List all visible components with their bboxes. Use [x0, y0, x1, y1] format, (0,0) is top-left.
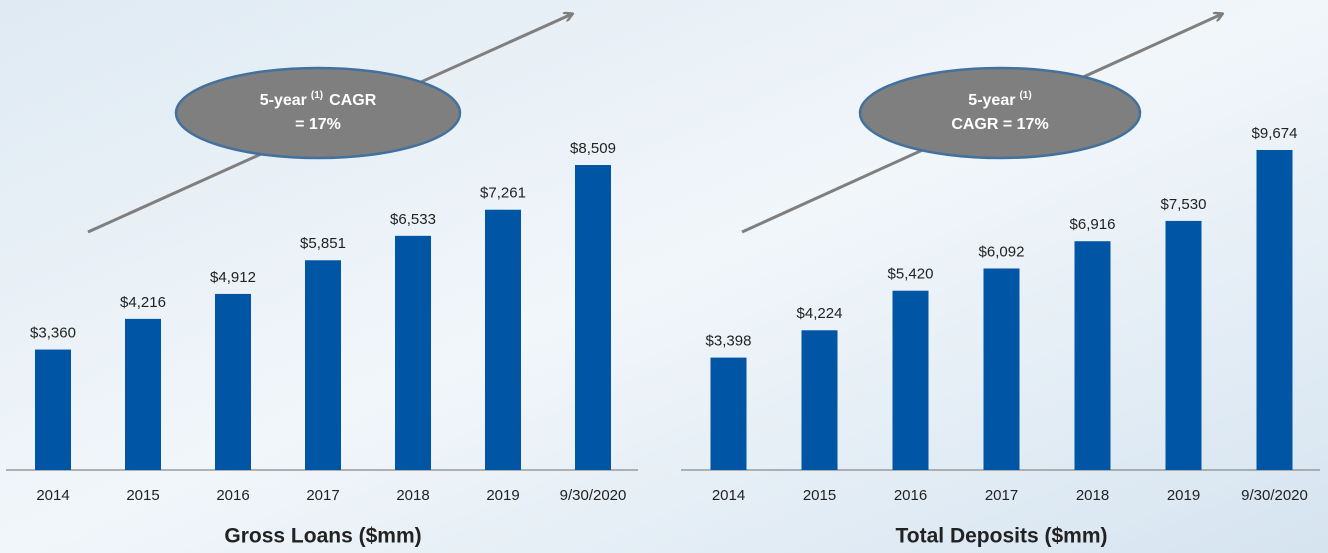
bar — [801, 330, 838, 470]
data-label: $3,360 — [30, 325, 76, 342]
annotation-text: 5-year (1) CAGR — [260, 90, 377, 110]
bar — [395, 235, 431, 470]
x-tick-label: 9/30/2020 — [1241, 487, 1308, 504]
x-tick-label: 2015 — [126, 487, 159, 504]
annotation-text: 5-year (1) — [968, 90, 1031, 110]
annotation-segment: 5-year — [968, 92, 1015, 109]
x-tick-label: 2016 — [216, 487, 249, 504]
bar — [125, 318, 161, 470]
data-label: $4,216 — [120, 294, 166, 311]
bar — [1165, 220, 1202, 470]
x-tick-label: 2014 — [712, 487, 745, 504]
annotation-text: CAGR = 17% — [951, 116, 1048, 133]
annotation-segment: CAGR = 17% — [951, 116, 1048, 133]
data-label: $7,261 — [480, 185, 526, 202]
footnote-marker: (1) — [1019, 90, 1031, 101]
bar — [1256, 150, 1293, 470]
x-tick-label: 2017 — [306, 487, 339, 504]
annotation-segment: 5-year — [260, 92, 307, 109]
data-label: $5,851 — [300, 235, 346, 252]
data-label: $6,092 — [979, 243, 1025, 260]
data-label: $5,420 — [888, 266, 934, 283]
x-tick-label: 2014 — [36, 487, 69, 504]
annotation-bubble — [858, 66, 1142, 160]
x-tick-label: 2018 — [1076, 487, 1109, 504]
bar — [892, 290, 929, 470]
data-label: $6,916 — [1070, 216, 1116, 233]
bar — [575, 165, 611, 470]
data-label: $4,224 — [797, 305, 843, 322]
bar — [35, 349, 71, 470]
data-label: $8,509 — [570, 140, 616, 157]
x-tick-label: 2018 — [396, 487, 429, 504]
x-tick-label: 2015 — [803, 487, 836, 504]
chart-title: Total Deposits ($mm) — [896, 525, 1108, 548]
data-label: $6,533 — [390, 211, 436, 228]
x-tick-label: 9/30/2020 — [560, 487, 627, 504]
bar — [215, 293, 251, 470]
x-tick-label: 2017 — [985, 487, 1018, 504]
annotation-segment: CAGR — [329, 92, 377, 109]
chart-title: Gross Loans ($mm) — [224, 525, 421, 548]
x-tick-label: 2019 — [486, 487, 519, 504]
bar — [485, 209, 521, 470]
data-label: $3,398 — [706, 333, 752, 350]
annotation-segment: = 17% — [295, 116, 341, 133]
bar — [710, 357, 747, 470]
annotation-bubble — [174, 66, 462, 160]
bar — [1074, 241, 1111, 470]
bar — [983, 268, 1020, 470]
annotation-text: = 17% — [295, 116, 341, 133]
x-tick-label: 2016 — [894, 487, 927, 504]
data-label: $4,912 — [210, 269, 256, 286]
x-tick-label: 2019 — [1167, 487, 1200, 504]
data-label: $9,674 — [1252, 125, 1298, 142]
bar — [305, 260, 341, 470]
data-label: $7,530 — [1161, 196, 1207, 213]
footnote-marker: (1) — [311, 90, 323, 101]
